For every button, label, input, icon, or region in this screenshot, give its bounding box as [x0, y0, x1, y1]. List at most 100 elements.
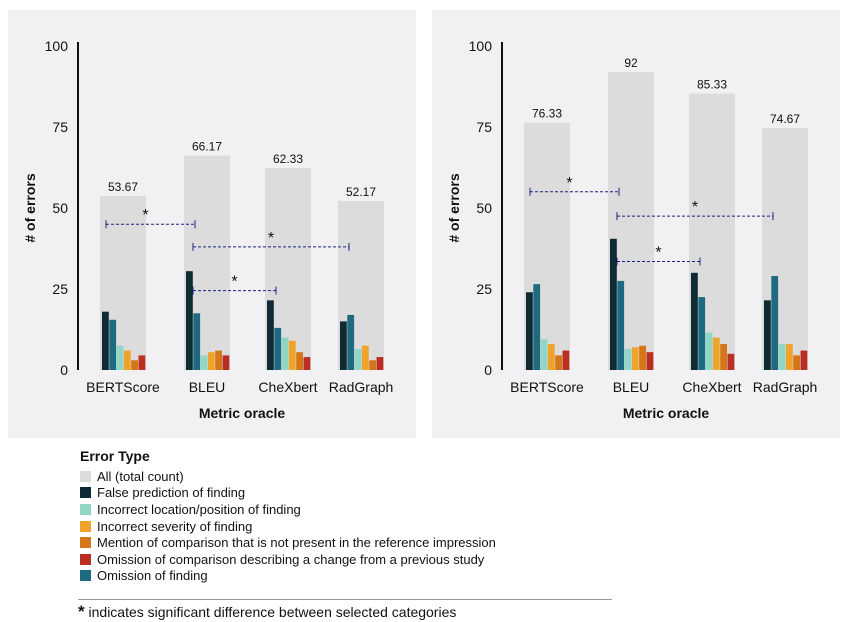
- legend-item: Mention of comparison that is not presen…: [80, 534, 620, 551]
- legend-label: All (total count): [97, 468, 184, 484]
- series-bar: [691, 272, 698, 370]
- legend-label: Omission of finding: [97, 568, 208, 584]
- series-bar: [296, 352, 303, 370]
- legend-item: Omission of finding: [80, 568, 620, 585]
- x-axis-title: Metric oracle: [623, 405, 710, 421]
- total-value-label: 74.67: [770, 112, 800, 126]
- y-tick-label: 50: [52, 200, 68, 216]
- legend-swatch: [80, 570, 91, 582]
- x-tick-label: CheXbert: [258, 379, 317, 395]
- series-bar: [102, 311, 109, 370]
- x-tick-label: RadGraph: [753, 379, 818, 395]
- y-tick-label: 0: [484, 362, 492, 378]
- footnote: * indicates significant difference betwe…: [78, 602, 456, 622]
- chart-panel-right: 76.33 92 85.33 74.67 0 25 50 75 100 BERTScore BLEU…: [432, 10, 840, 438]
- series-bar: [617, 280, 625, 370]
- series-bar: [281, 337, 289, 370]
- significance-star: *: [231, 274, 237, 291]
- total-value-label: 85.33: [697, 78, 727, 92]
- x-tick-label: BERTScore: [510, 379, 584, 395]
- series-bar: [193, 313, 201, 370]
- legend-item: Incorrect location/position of finding: [80, 501, 620, 518]
- y-tick-label: 100: [45, 38, 69, 54]
- legend-swatch: [80, 553, 91, 565]
- series-bar: [123, 350, 131, 370]
- series-bar: [785, 344, 793, 370]
- x-tick-label: BERTScore: [86, 379, 160, 395]
- chart-right: 76.33 92 85.33 74.67 0 25 50 75 100 BERTScore BLEU…: [446, 38, 818, 421]
- series-bar: [116, 345, 124, 370]
- series-bar: [727, 353, 735, 370]
- legend-swatch: [80, 537, 91, 549]
- series-bar: [369, 360, 376, 370]
- total-value-label: 66.17: [192, 140, 222, 154]
- total-value-label: 62.33: [273, 152, 303, 166]
- series-bar: [186, 271, 193, 370]
- series-bar: [764, 300, 771, 370]
- series-bar: [712, 337, 720, 370]
- legend-items: All (total count) False prediction of fin…: [80, 468, 620, 584]
- legend-swatch: [80, 470, 91, 482]
- legend-swatch: [80, 520, 91, 532]
- y-tick-label: 25: [476, 281, 492, 297]
- series-bar: [610, 238, 617, 370]
- footnote-star: *: [78, 602, 85, 621]
- legend-item: All (total count): [80, 468, 620, 485]
- y-axis-title: # of errors: [446, 173, 462, 242]
- series-bar: [361, 345, 369, 370]
- total-value-label: 92: [624, 56, 638, 70]
- series-bar: [354, 348, 362, 370]
- series-bar: [547, 344, 555, 370]
- legend-label: False prediction of finding: [97, 485, 246, 501]
- series-bar: [778, 344, 786, 370]
- legend-swatch: [80, 487, 91, 499]
- chart-panel-left: 53.67 66.17 62.33 52.17 0 25 50 75 100 BERTScore B…: [8, 10, 416, 438]
- series-bar: [646, 352, 654, 370]
- series-bar: [624, 348, 632, 370]
- series-bar: [526, 292, 533, 370]
- significance-star: *: [142, 207, 148, 224]
- significance-star: *: [566, 175, 572, 192]
- legend-item: Incorrect severity of finding: [80, 518, 620, 535]
- legend-divider: [78, 599, 612, 600]
- series-bar: [303, 357, 311, 370]
- y-axis-title: # of errors: [22, 173, 38, 242]
- footnote-text: indicates significant difference between…: [84, 604, 457, 620]
- y-tick-label: 50: [476, 200, 492, 216]
- series-bar: [705, 332, 713, 370]
- series-bar: [800, 350, 808, 370]
- legend-label: Mention of comparison that is not presen…: [97, 535, 496, 551]
- series-bar: [267, 300, 274, 370]
- y-tick-label: 25: [52, 281, 68, 297]
- series-bar: [131, 360, 138, 370]
- legend-title: Error Type: [80, 448, 150, 464]
- significance-star: *: [268, 230, 274, 247]
- series-bar: [109, 319, 117, 370]
- y-tick-label: 75: [476, 119, 492, 135]
- series-bar: [533, 284, 541, 370]
- y-tick-label: 100: [469, 38, 493, 54]
- series-bar: [720, 344, 727, 370]
- legend-label: Incorrect location/position of finding: [97, 501, 301, 517]
- legend-label: Omission of comparison describing a chan…: [97, 551, 485, 567]
- x-tick-label: BLEU: [189, 379, 226, 395]
- series-bar: [222, 355, 230, 370]
- y-tick-label: 75: [52, 119, 68, 135]
- series-bar: [698, 297, 706, 370]
- series-bar: [540, 339, 548, 370]
- significance-star: *: [655, 244, 661, 261]
- series-bar: [555, 355, 562, 370]
- x-tick-label: BLEU: [613, 379, 650, 395]
- series-bar: [274, 327, 282, 370]
- legend-label: Incorrect severity of finding: [97, 518, 253, 534]
- legend-swatch: [80, 503, 91, 515]
- series-bar: [376, 357, 384, 370]
- chart-left: 53.67 66.17 62.33 52.17 0 25 50 75 100 BERTScore B…: [22, 38, 393, 421]
- series-bar: [793, 355, 800, 370]
- total-value-label: 76.33: [532, 107, 562, 121]
- series-bar: [138, 355, 146, 370]
- legend-item: False prediction of finding: [80, 485, 620, 502]
- series-bar: [288, 340, 296, 370]
- legend-item: Omission of comparison describing a chan…: [80, 551, 620, 568]
- total-value-label: 53.67: [108, 180, 138, 194]
